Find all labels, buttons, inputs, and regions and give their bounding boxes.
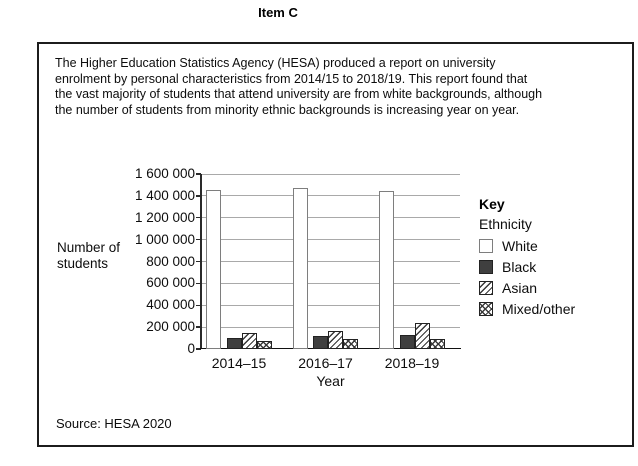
gridline — [201, 217, 460, 219]
y-axis-tick — [196, 282, 201, 285]
legend-label: White — [502, 238, 538, 254]
bar-mixed-other — [256, 341, 272, 349]
legend-swatch-white-icon — [479, 239, 493, 253]
legend-label: Mixed/other — [502, 301, 576, 317]
legend-label: Asian — [502, 280, 538, 296]
bar-asian — [241, 333, 257, 349]
bar-white — [379, 191, 394, 349]
plot-area: 0 200 000 400 000 600 000 800 000 1 000 000 1 … — [135, 166, 461, 371]
y-axis-line — [200, 174, 202, 349]
legend-swatch-mixed-other-icon — [479, 302, 493, 316]
bar-black — [226, 338, 242, 349]
gridline — [201, 261, 460, 262]
x-category-label: 2018–19 — [384, 355, 440, 371]
legend-swatch-asian-icon — [479, 281, 493, 295]
bar-mixed-other — [429, 339, 445, 349]
legend-items: White Black Asian Mixed/other — [479, 238, 619, 317]
source-note: Source: HESA 2020 — [56, 416, 172, 431]
item-title: Item C — [258, 5, 298, 20]
bar-asian — [414, 323, 430, 349]
legend-subtitle: Ethnicity — [479, 216, 532, 232]
y-tick-label: 800 000 — [146, 253, 195, 269]
y-axis-tick — [196, 217, 201, 219]
gridline — [201, 239, 460, 241]
bar-asian — [328, 331, 343, 349]
y-tick-label: 1 000 000 — [134, 231, 195, 247]
x-category-label: 2014–15 — [211, 355, 267, 371]
legend-swatch-black-icon — [479, 260, 493, 274]
bar-black — [313, 336, 328, 349]
y-tick-label: 1 600 000 — [134, 166, 195, 181]
y-axis-title: Number of students — [57, 240, 121, 271]
gridline — [201, 326, 460, 328]
bar-mixed-other — [343, 339, 358, 349]
y-axis-tick — [196, 195, 201, 197]
bar-black — [399, 335, 415, 349]
intro-paragraph: The Higher Education Statistics Agency (… — [55, 56, 543, 117]
y-axis-tick — [196, 260, 201, 263]
legend-item: White — [479, 238, 619, 254]
y-axis-tick — [196, 326, 201, 328]
chart-legend: Key Ethnicity White Black Asian Mixed/other — [479, 196, 619, 323]
y-tick-label: 600 000 — [146, 275, 195, 291]
y-tick-label: 400 000 — [146, 297, 195, 313]
item-panel: The Higher Education Statistics Agency (… — [37, 42, 634, 447]
legend-title: Key — [479, 196, 505, 212]
gridline — [201, 304, 460, 306]
y-tick-label: 0 — [187, 341, 195, 356]
y-axis-tick — [196, 348, 201, 350]
bar-white — [292, 188, 308, 349]
legend-label: Black — [502, 259, 537, 275]
legend-item: Asian — [479, 280, 619, 296]
y-tick-label: 1 400 000 — [134, 187, 195, 203]
legend-item: Black — [479, 259, 619, 275]
y-axis-tick — [196, 304, 201, 306]
x-axis-title: Year — [316, 373, 345, 389]
bar-white — [206, 190, 221, 349]
y-axis-tick — [196, 238, 201, 241]
y-tick-label: 1 200 000 — [134, 209, 195, 225]
legend-item: Mixed/other — [479, 301, 619, 317]
gridline — [201, 195, 460, 197]
gridline — [201, 282, 460, 284]
y-tick-label: 200 000 — [146, 319, 195, 335]
x-category-label: 2016–17 — [298, 355, 353, 371]
gridline — [201, 173, 460, 175]
y-axis-tick — [196, 173, 201, 175]
